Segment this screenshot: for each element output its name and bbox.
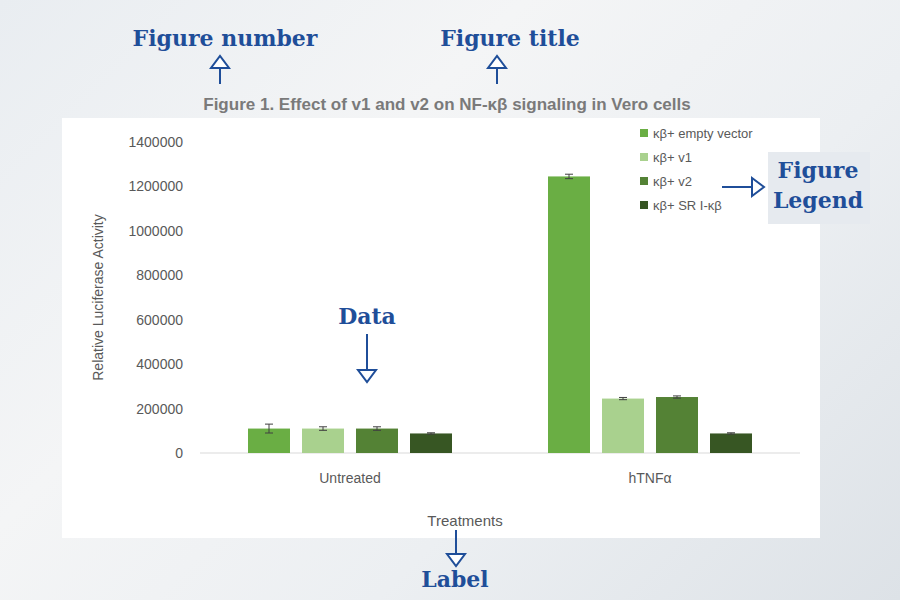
annotation-arrow	[447, 530, 465, 566]
y-tick	[195, 453, 200, 454]
bar	[356, 429, 398, 453]
bar	[410, 433, 452, 453]
annotation: Data	[338, 303, 396, 329]
y-tick-label: 400000	[136, 356, 183, 372]
legend: κβ+ empty vector κβ+ v1 κβ+ v2 κβ+ SR I-κβ	[640, 126, 753, 213]
annotation: Label	[421, 566, 488, 592]
chart-title: Figure 1. Effect of v1 and v2 on NF-κβ s…	[203, 95, 690, 114]
y-tick	[195, 186, 200, 187]
x-tick-label: hTNFα	[628, 470, 671, 486]
y-tick	[195, 142, 200, 143]
annotation-line: Legend	[773, 187, 863, 213]
chart-panel	[62, 118, 820, 538]
y-tick-label: 1400000	[128, 134, 183, 150]
legend-swatch	[640, 177, 648, 185]
annotation-line: Figure	[778, 157, 859, 183]
x-axis-label: Treatments	[427, 512, 502, 529]
x-tick-label: Untreated	[319, 470, 380, 486]
error-bar	[673, 396, 681, 398]
error-bar	[265, 424, 273, 433]
bar	[602, 399, 644, 453]
y-tick	[195, 319, 200, 320]
legend-label: κβ+ v2	[653, 174, 692, 189]
legend-swatch	[640, 201, 648, 209]
bar	[656, 397, 698, 453]
error-bar	[619, 397, 627, 399]
error-bar	[727, 433, 735, 434]
y-tick-label: 600000	[136, 312, 183, 328]
bar	[710, 433, 752, 453]
annotation: Figure number	[133, 25, 318, 51]
error-bar	[427, 433, 435, 434]
y-axis-label: Relative Luciferase Activity	[90, 214, 106, 381]
bars	[248, 174, 752, 453]
annotation: Figure Legend	[773, 157, 863, 213]
y-tick-label: 200000	[136, 401, 183, 417]
bar	[302, 429, 344, 453]
annotation-arrow	[722, 178, 764, 196]
y-tick	[195, 275, 200, 276]
legend-label: κβ+ empty vector	[653, 126, 753, 141]
annotation: Figure title	[440, 25, 580, 51]
annotation-arrow	[211, 56, 229, 84]
annotation-arrow	[358, 334, 376, 382]
error-bar	[319, 427, 327, 431]
y-tick	[195, 230, 200, 231]
legend-label: κβ+ SR I-κβ	[653, 198, 722, 213]
error-bar	[565, 174, 573, 178]
y-tick-label: 800000	[136, 267, 183, 283]
error-bar	[373, 427, 381, 431]
legend-swatch	[640, 129, 648, 137]
annotation-box	[768, 152, 870, 224]
annotation-arrow	[488, 56, 506, 84]
y-tick-label: 0	[175, 445, 183, 461]
legend-swatch	[640, 153, 648, 161]
bar	[548, 176, 590, 453]
y-tick	[195, 408, 200, 409]
y-tick-label: 1000000	[128, 223, 183, 239]
y-tick-label: 1200000	[128, 178, 183, 194]
legend-label: κβ+ v1	[653, 150, 692, 165]
y-tick	[195, 364, 200, 365]
figure: Figure 1. Effect of v1 and v2 on NF-κβ s…	[0, 0, 900, 600]
